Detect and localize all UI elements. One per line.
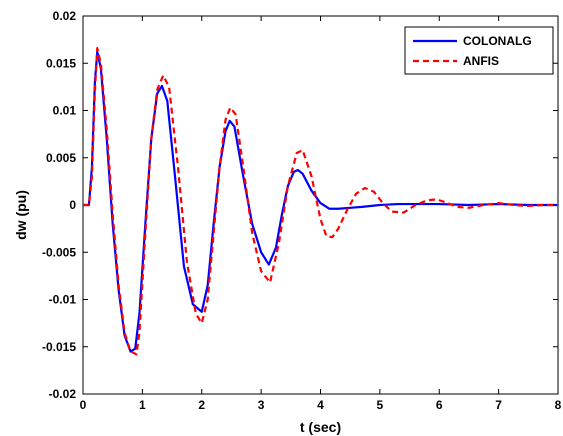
tick-marks [82,15,559,395]
x-tick-label: 5 [377,398,384,412]
x-tick-label: 0 [80,398,87,412]
x-tick-label: 2 [198,398,205,412]
y-tick-label: 0.01 [53,104,77,118]
x-tick-label: 4 [317,398,324,412]
series-line-colonalg [83,50,558,353]
y-tick-label: -0.01 [49,293,77,307]
y-axis-label: dw (pu) [13,190,29,240]
y-tick-label: -0.005 [42,245,76,259]
y-tick-label: 0 [69,198,76,212]
tick-labels: 0 1 2 3 4 5 6 7 8 -0.02 -0.015 -0.01 -0.005 0 0.005 0.0… [42,9,562,412]
legend-label-colonalg: COLONALG [463,34,532,48]
legend-label-anfis: ANFIS [463,54,499,68]
x-axis-label: t (sec) [300,419,341,435]
y-tick-label: 0.02 [53,9,77,23]
x-tick-label: 6 [436,398,443,412]
series-layer [83,47,558,356]
x-tick-label: 3 [258,398,265,412]
legend-box [404,26,554,75]
y-tick-label: -0.015 [42,340,76,354]
y-tick-label: -0.02 [49,387,77,401]
y-tick-label: 0.005 [46,151,76,165]
series-line-anfis [83,47,558,356]
y-tick-label: 0.015 [46,56,76,70]
legend: COLONALG ANFIS [404,26,554,75]
x-tick-label: 8 [555,398,562,412]
x-tick-label: 7 [495,398,502,412]
x-tick-label: 1 [139,398,146,412]
